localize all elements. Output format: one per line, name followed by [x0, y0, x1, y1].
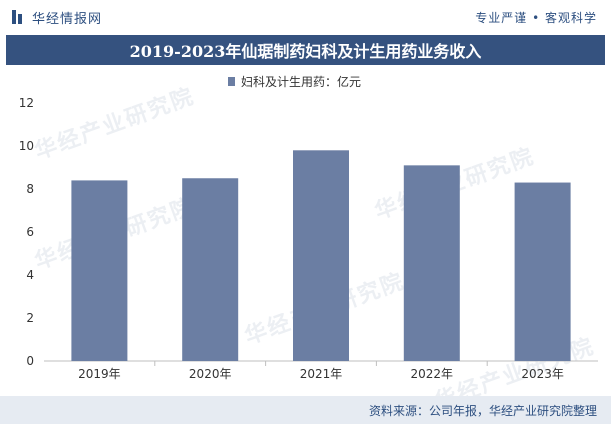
x-tick-label: 2023年 — [521, 367, 564, 381]
footer-bar: 资料来源：公司年报，华经产业研究院整理 — [0, 396, 611, 424]
bar — [403, 165, 460, 361]
legend-swatch — [228, 77, 235, 86]
x-tick-label: 2021年 — [300, 367, 343, 381]
legend-label: 妇科及计生用药：亿元 — [241, 74, 361, 89]
x-tick-label: 2022年 — [411, 367, 454, 381]
bar-chart: 华经产业研究院 华经产业研究院 华经产业研究院 华经产业研究院 华经产业研究院 … — [0, 66, 611, 415]
y-tick-label: 12 — [19, 96, 34, 110]
logo-bars-icon — [12, 10, 24, 24]
y-tick-label: 4 — [26, 268, 34, 282]
source-note: 资料来源：公司年报，华经产业研究院整理 — [368, 403, 597, 418]
bar — [514, 182, 571, 361]
x-tick-label: 2019年 — [78, 367, 121, 381]
bar — [293, 150, 349, 361]
chart-title: 2019-2023年仙琚制药妇科及计生用药业务收入 — [129, 42, 482, 61]
bar — [182, 178, 239, 361]
top-bar: 华经情报网 专业严谨 • 客观科学 — [0, 0, 611, 34]
chart-title-bar: 2019-2023年仙琚制药妇科及计生用药业务收入 — [6, 35, 605, 65]
y-tick-label: 6 — [26, 225, 34, 239]
y-tick-label: 0 — [26, 354, 34, 368]
logo-text: 华经情报网 — [32, 11, 103, 27]
y-tick-label: 8 — [26, 182, 34, 196]
x-tick-label: 2020年 — [189, 367, 232, 381]
bar — [71, 180, 128, 361]
y-tick-label: 10 — [19, 139, 34, 153]
y-tick-label: 2 — [26, 311, 34, 325]
slogan: 专业严谨 • 客观科学 — [475, 10, 597, 25]
chart-svg: 妇科及计生用药：亿元 0 2 4 6 8 10 12 2019年 2020年 2021年 2022年 2… — [19, 74, 598, 381]
logo: 华经情报网 — [12, 8, 102, 27]
